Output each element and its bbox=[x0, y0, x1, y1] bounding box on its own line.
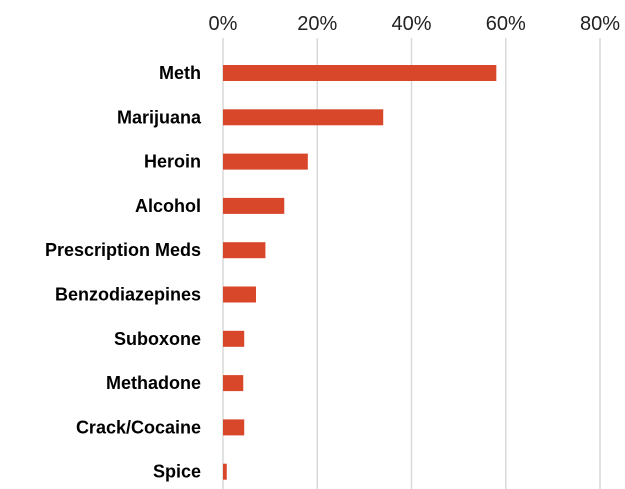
bar bbox=[223, 330, 245, 347]
bar bbox=[223, 153, 308, 170]
x-tick-label: 80% bbox=[580, 13, 620, 35]
category-label: Prescription Meds bbox=[45, 240, 201, 260]
gridlines bbox=[222, 38, 601, 489]
category-label: Alcohol bbox=[135, 196, 201, 216]
bar bbox=[223, 197, 285, 214]
bar bbox=[223, 65, 497, 81]
x-tick-label: 60% bbox=[486, 13, 526, 35]
x-axis-ticks: 0% 20% 40% 60% 80% bbox=[209, 13, 621, 35]
bar bbox=[223, 463, 227, 480]
category-label: Heroin bbox=[144, 152, 201, 172]
bar bbox=[223, 242, 266, 259]
bar bbox=[223, 419, 245, 436]
category-label: Suboxone bbox=[114, 329, 201, 349]
bar bbox=[223, 286, 256, 303]
bar bbox=[223, 109, 384, 126]
category-label: Benzodiazepines bbox=[55, 285, 201, 305]
x-tick-label: 0% bbox=[209, 13, 238, 35]
category-label: Spice bbox=[153, 462, 201, 482]
bars bbox=[223, 65, 497, 480]
bar bbox=[223, 375, 244, 392]
x-tick-label: 40% bbox=[391, 13, 431, 35]
category-label: Crack/Cocaine bbox=[76, 417, 201, 437]
category-labels: Meth Marijuana Heroin Alcohol Prescription M… bbox=[45, 63, 202, 482]
category-label: Methadone bbox=[106, 373, 201, 393]
x-tick-label: 20% bbox=[297, 13, 337, 35]
category-label: Marijuana bbox=[117, 107, 202, 127]
category-label: Meth bbox=[159, 63, 201, 83]
